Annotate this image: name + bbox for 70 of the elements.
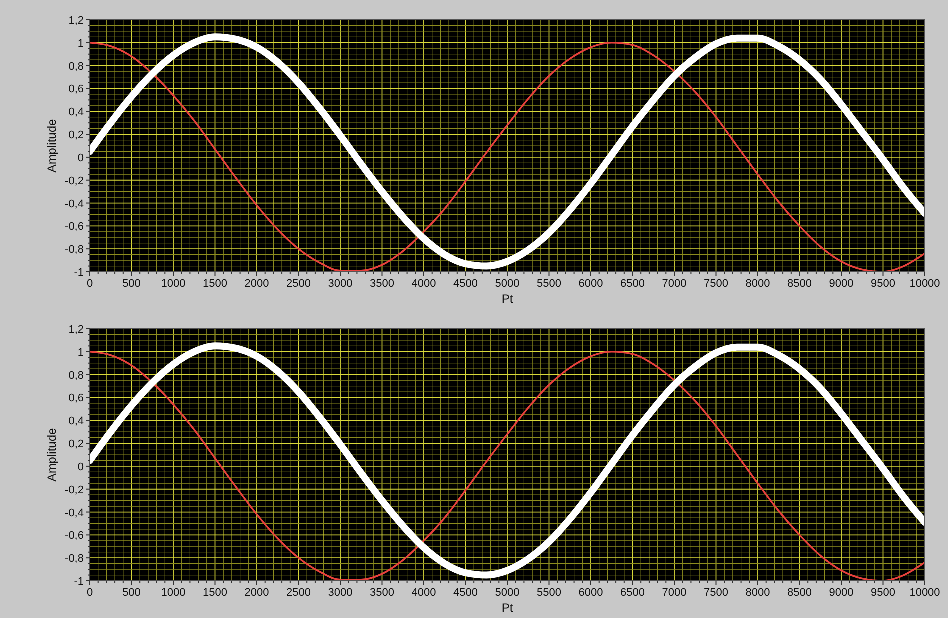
x-tick-label: 6000 — [578, 587, 604, 599]
x-tick-label: 2500 — [286, 587, 311, 599]
x-axis-title: Pt — [502, 601, 514, 615]
y-tick-label: 0 — [78, 152, 84, 164]
x-tick-label: 0 — [86, 587, 94, 599]
y-tick-label: 1 — [78, 346, 84, 359]
x-tick-label: 3500 — [370, 587, 394, 599]
y-tick-label: 0 — [78, 461, 84, 474]
x-axis-title: Pt — [502, 292, 514, 306]
x-tick-label: 8500 — [788, 587, 812, 599]
x-tick-label: 8000 — [746, 278, 770, 290]
x-tick-label: 3000 — [328, 278, 353, 290]
x-tick-label: 4500 — [454, 587, 478, 599]
y-tick-label: -0,8 — [65, 553, 84, 566]
x-tick-label: 500 — [122, 278, 141, 290]
y-tick-label: 0,6 — [68, 84, 84, 96]
x-tick-label: 1500 — [203, 278, 228, 290]
y-tick-label: 0,2 — [68, 130, 84, 142]
x-tick-label: 2000 — [244, 278, 270, 290]
x-tick-label: 1000 — [161, 278, 186, 290]
x-tick-label: 9500 — [871, 587, 896, 599]
x-tick-label: 10000 — [910, 278, 940, 290]
x-tick-label: 8000 — [746, 587, 770, 599]
x-tick-label: 8500 — [788, 278, 812, 290]
y-tick-label: 1,2 — [68, 15, 84, 27]
x-tick-label: 9000 — [829, 587, 854, 599]
y-tick-label: 0,8 — [68, 60, 84, 73]
x-tick-label: 9000 — [829, 278, 854, 290]
x-tick-label: 5000 — [495, 278, 520, 290]
y-tick-label: -0,4 — [65, 507, 84, 520]
y-axis-title: Amplitude — [45, 428, 59, 482]
x-tick-label: 1000 — [161, 587, 186, 599]
y-tick-label: -1 — [74, 576, 84, 588]
x-tick-label: 10000 — [910, 587, 940, 599]
x-tick-label: 7000 — [662, 587, 687, 599]
x-tick-label: 5000 — [495, 587, 520, 599]
x-tick-label: 3500 — [370, 278, 394, 290]
y-tick-label: -0,6 — [65, 530, 84, 542]
y-tick-label: 0,4 — [68, 416, 84, 428]
y-tick-label: -0,2 — [65, 484, 84, 496]
y-tick-label: -0,8 — [65, 244, 84, 256]
x-tick-label: 7500 — [704, 587, 728, 599]
x-tick-label: 500 — [122, 587, 141, 599]
x-tick-label: 5500 — [537, 587, 562, 599]
x-tick-label: 2500 — [286, 278, 311, 290]
x-tick-label: 2000 — [244, 587, 270, 599]
x-tick-label: 7000 — [662, 278, 687, 290]
y-tick-label: -0,4 — [65, 198, 84, 210]
x-tick-label: 3000 — [328, 587, 353, 599]
x-tick-label: 4500 — [454, 278, 478, 290]
y-axis-title: Amplitude — [45, 119, 59, 173]
y-tick-label: 0,2 — [68, 438, 84, 451]
x-tick-label: 1500 — [203, 587, 228, 599]
x-tick-label: 4000 — [412, 587, 436, 599]
x-tick-label: 7500 — [704, 278, 728, 290]
y-tick-label: 1 — [78, 38, 84, 50]
y-tick-label: -0,6 — [65, 221, 84, 234]
x-tick-label: 6500 — [620, 278, 645, 290]
y-tick-label: 0,4 — [68, 106, 84, 119]
x-tick-label: 5500 — [537, 278, 562, 290]
y-tick-label: 1,2 — [68, 324, 84, 336]
y-tick-label: -1 — [74, 267, 84, 279]
x-tick-label: 9500 — [871, 278, 896, 290]
x-tick-label: 6000 — [578, 278, 604, 290]
x-tick-label: 0 — [86, 278, 94, 290]
x-tick-label: 6500 — [620, 587, 645, 599]
y-tick-label: 0,8 — [68, 370, 84, 382]
y-tick-label: -0,2 — [65, 175, 84, 188]
x-tick-label: 4000 — [412, 278, 436, 290]
y-tick-label: 0,6 — [68, 392, 84, 405]
